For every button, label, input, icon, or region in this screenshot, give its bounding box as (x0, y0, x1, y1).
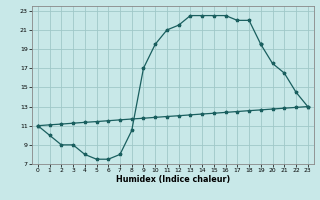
X-axis label: Humidex (Indice chaleur): Humidex (Indice chaleur) (116, 175, 230, 184)
